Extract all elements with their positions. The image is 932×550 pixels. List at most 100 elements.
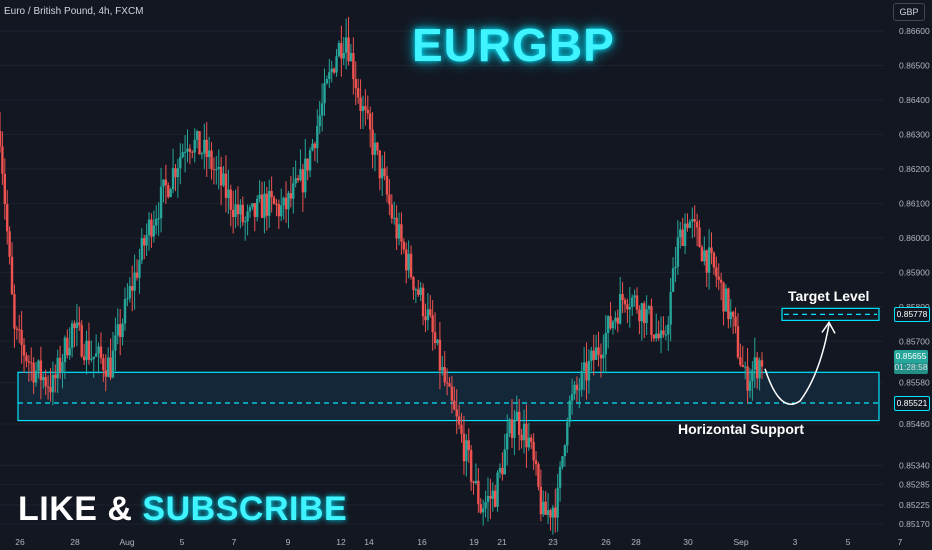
candle-body xyxy=(140,238,144,261)
x-tick-label: 9 xyxy=(286,537,291,547)
candle-body xyxy=(114,335,117,351)
candle-body xyxy=(453,400,456,410)
candle-body xyxy=(695,221,699,228)
candle-body xyxy=(58,357,62,372)
bar-countdown-label: 01:28:58 xyxy=(894,360,928,374)
candle-body xyxy=(635,295,639,310)
candle-body xyxy=(306,158,309,171)
candle-body xyxy=(361,106,365,112)
candle-body xyxy=(22,344,26,356)
horizontal-support-label: Horizontal Support xyxy=(678,421,804,437)
candle-body xyxy=(0,130,2,147)
candle-body xyxy=(546,510,550,515)
candle-body xyxy=(498,467,502,473)
y-tick-label: 0.85900 xyxy=(899,267,930,277)
candle-body xyxy=(92,356,95,359)
x-tick-label: 28 xyxy=(70,537,80,547)
candle-body xyxy=(381,168,384,179)
candle-body xyxy=(186,148,189,152)
candle-body xyxy=(753,357,756,370)
candle-body xyxy=(10,256,14,295)
candle-body xyxy=(229,189,232,210)
current-price-label: 0.85655 xyxy=(894,349,928,363)
candle-body xyxy=(287,193,290,210)
candle-body xyxy=(157,218,160,220)
candle-body xyxy=(758,360,761,379)
candle-body xyxy=(364,106,367,110)
candle-body xyxy=(643,303,646,324)
candle-body xyxy=(183,151,187,153)
candle-body xyxy=(688,221,692,228)
candle-body xyxy=(198,131,201,155)
candle-body xyxy=(542,501,545,515)
candle-body xyxy=(376,142,379,151)
candle-body xyxy=(15,328,19,330)
candle-body xyxy=(104,370,107,377)
candle-body xyxy=(573,384,576,395)
candle-body xyxy=(407,253,410,271)
candle-body xyxy=(712,252,716,268)
candle-body xyxy=(205,139,208,158)
candle-body xyxy=(460,424,463,434)
candle-body xyxy=(657,333,660,339)
candle-body xyxy=(325,79,329,84)
x-tick-label: 23 xyxy=(548,537,558,547)
candle-body xyxy=(469,450,473,482)
candle-body xyxy=(417,289,420,295)
candle-body xyxy=(748,380,752,391)
candle-body xyxy=(534,460,538,465)
candle-body xyxy=(313,143,317,149)
candle-body xyxy=(693,219,696,222)
candle-body xyxy=(433,332,437,344)
x-tick-label: 12 xyxy=(336,537,346,547)
support-zone xyxy=(17,371,880,422)
candle-body xyxy=(436,339,439,344)
candle-body xyxy=(224,173,228,198)
candle-body xyxy=(253,203,257,217)
projection-arrow xyxy=(764,324,830,405)
candle-body xyxy=(292,183,295,199)
candle-body xyxy=(44,377,47,387)
candle-body xyxy=(164,179,168,186)
x-tick-label: 7 xyxy=(232,537,237,547)
candle-body xyxy=(686,223,689,228)
candle-body xyxy=(568,400,571,423)
candle-body xyxy=(457,416,461,425)
candle-body xyxy=(126,298,129,300)
candle-body xyxy=(450,386,454,401)
candle-body xyxy=(741,365,744,367)
candle-body xyxy=(340,43,343,59)
candle-body xyxy=(102,358,105,371)
candle-body xyxy=(282,197,285,206)
candle-body xyxy=(356,88,360,98)
candle-body xyxy=(191,151,194,153)
candle-body xyxy=(368,113,372,130)
candle-body xyxy=(68,347,71,356)
candle-body xyxy=(150,219,153,237)
candle-body xyxy=(676,237,680,267)
candle-body xyxy=(275,203,278,205)
candle-body xyxy=(558,466,562,488)
candle-body xyxy=(522,423,526,441)
candle-body xyxy=(510,419,514,438)
candle-body xyxy=(755,357,759,379)
candle-body xyxy=(371,129,374,155)
candle-body xyxy=(438,339,442,371)
candle-body xyxy=(652,334,656,339)
candle-body xyxy=(525,423,528,448)
candle-body xyxy=(655,333,658,339)
candle-body xyxy=(212,169,216,171)
candle-body xyxy=(746,366,749,391)
candle-body xyxy=(679,229,682,238)
candle-body xyxy=(251,203,254,208)
candle-body xyxy=(27,361,31,363)
candle-body xyxy=(39,360,43,381)
candle-body xyxy=(143,238,146,246)
currency-button[interactable]: GBP xyxy=(893,3,925,21)
candle-body xyxy=(344,37,348,53)
candle-body xyxy=(248,207,252,212)
x-tick-label: 3 xyxy=(793,537,798,547)
candle-body xyxy=(82,356,86,361)
candle-body xyxy=(231,209,235,217)
